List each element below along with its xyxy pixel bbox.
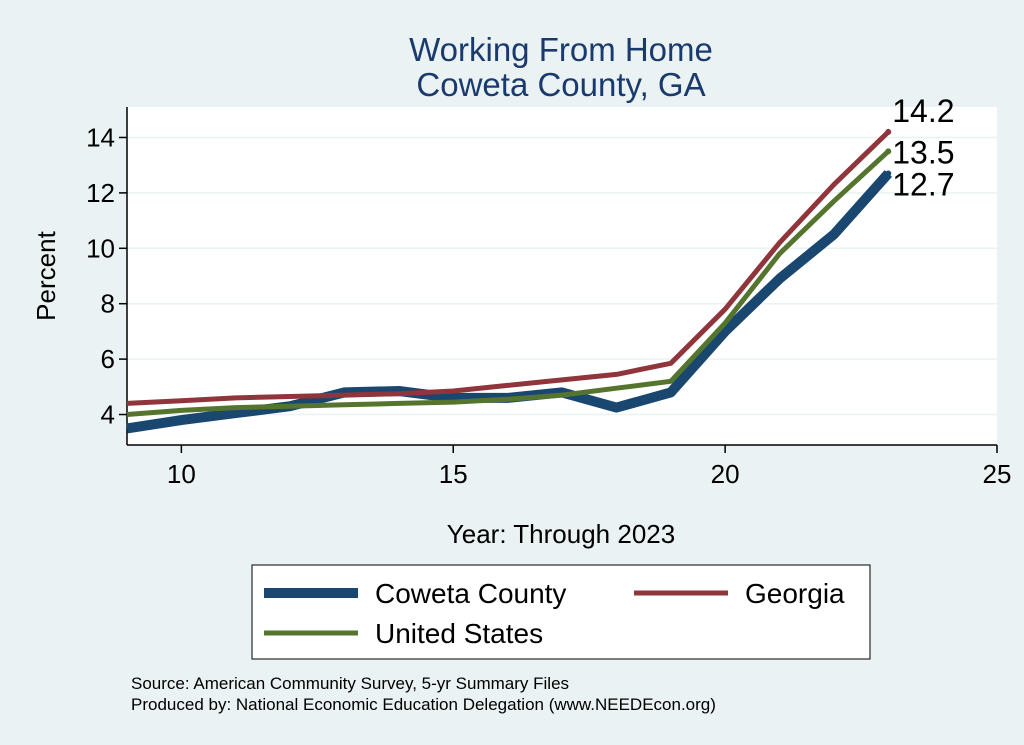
end-point-georgia [885,128,892,135]
y-tick-label-6: 6 [101,344,115,374]
end-point-us [885,148,892,155]
series-line-us [126,149,890,417]
y-tick-label-8: 8 [101,289,115,319]
y-ticks: 4 6 8 10 12 14 [86,122,127,430]
x-tick-label-15: 15 [439,459,468,489]
x-tick-label-20: 20 [711,459,740,489]
legend-label-us: United States [375,618,543,649]
series-line-georgia [126,130,891,406]
y-axis-title: Percent [31,230,61,320]
end-label-georgia: 14.2 [892,93,954,129]
legend-box [251,564,871,660]
series-lines [126,128,893,434]
chart-subtitle: Coweta County, GA [416,66,705,103]
x-tick-label-25: 25 [983,459,1012,489]
y-tick-label-4: 4 [101,400,115,430]
y-tick-label-12: 12 [86,178,115,208]
x-axis-title: Year: Through 2023 [447,519,675,549]
end-label-us: 13.5 [892,134,954,170]
x-tick-label-10: 10 [167,459,196,489]
end-labels: 12.7 14.2 13.5 [892,93,954,203]
end-label-coweta: 12.7 [892,166,954,202]
end-point-coweta [885,170,892,177]
y-tick-label-14: 14 [86,122,115,152]
legend-label-georgia: Georgia [745,578,845,609]
legend-label-coweta: Coweta County [375,578,566,609]
x-ticks: 10 15 20 25 [167,445,1012,489]
chart-title: Working From Home [409,31,713,68]
source-note: Source: American Community Survey, 5-yr … [131,674,569,693]
legend: Coweta County Georgia United States [251,564,871,660]
produced-by-note: Produced by: National Economic Education… [131,695,716,714]
y-tick-label-10: 10 [86,233,115,263]
gridlines [127,136,997,416]
